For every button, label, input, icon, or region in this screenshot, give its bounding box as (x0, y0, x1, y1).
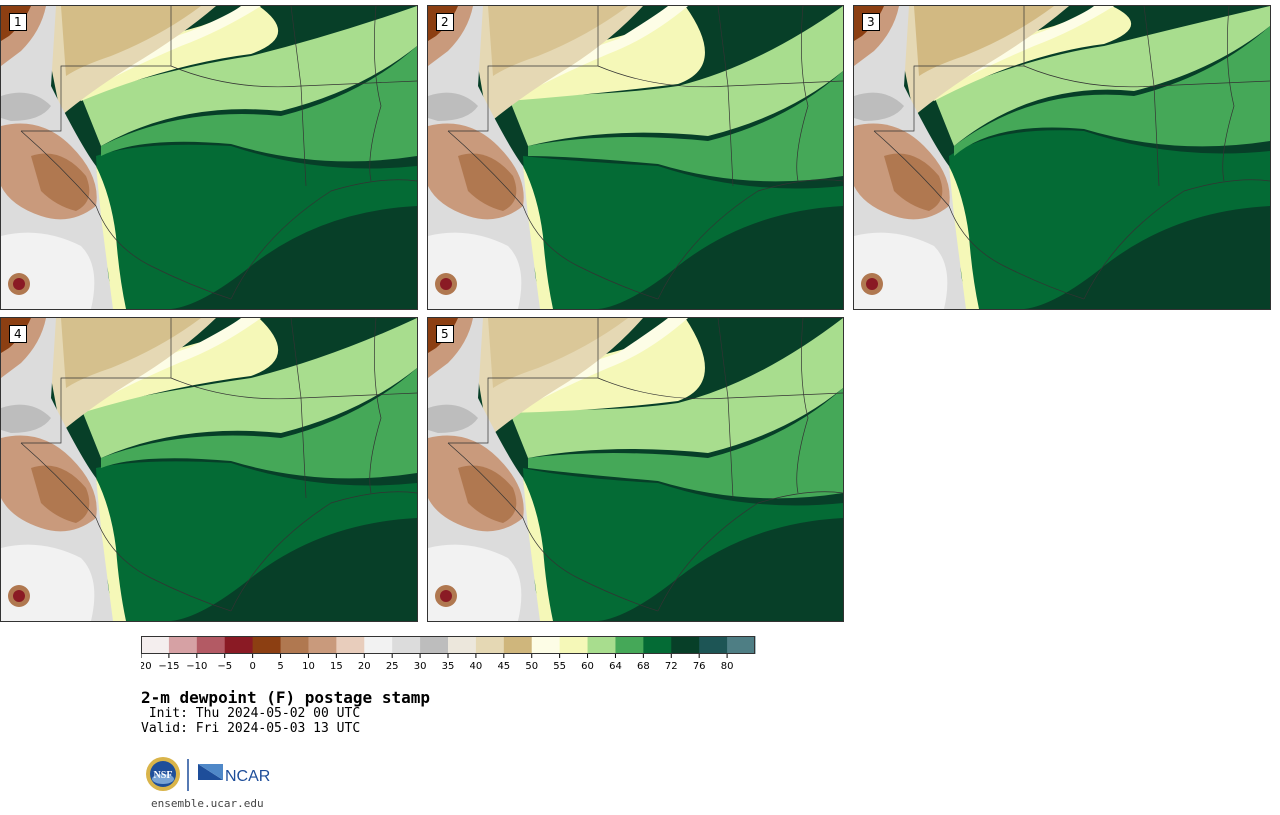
valid-time: Valid: Fri 2024-05-03 13 UTC (141, 721, 361, 736)
colorbar-swatch (531, 636, 561, 654)
colorbar-tick-label: 50 (525, 661, 538, 672)
logo-area: NSF NCAR (145, 756, 275, 800)
panel-label-2: 2 (436, 13, 454, 31)
colorbar-swatch (559, 636, 589, 654)
map-panel-3: 3 (853, 5, 1271, 310)
colorbar-swatch (420, 636, 449, 654)
dewpoint-map-4 (1, 318, 417, 621)
colorbar-tick-label: 72 (665, 661, 678, 672)
ncar-logo-text: NCAR (225, 768, 270, 785)
nsf-logo: NSF (146, 757, 180, 791)
colorbar-tick-label: 80 (721, 661, 734, 672)
colorbar-tick-label: −20 (141, 661, 152, 672)
dewpoint-map-3 (854, 6, 1270, 309)
plot-title: 2-m dewpoint (F) postage stamp (141, 688, 430, 707)
colorbar-tick-label: 76 (693, 661, 706, 672)
colorbar-tick-label: 60 (581, 661, 594, 672)
colorbar-swatch (615, 636, 644, 654)
ncar-logo: NCAR (198, 764, 270, 785)
colorbar-tick-label: 15 (330, 661, 343, 672)
panel-label-4: 4 (9, 325, 27, 343)
panel-label-1: 1 (9, 13, 27, 31)
colorbar-swatch (141, 636, 170, 654)
colorbar-swatch (699, 636, 728, 654)
map-panel-5: 5 (427, 317, 844, 622)
colorbar-swatch (475, 636, 505, 654)
colorbar-tick-label: 64 (609, 661, 622, 672)
logos: NSF NCAR (146, 757, 270, 791)
colorbar-swatch (587, 636, 616, 654)
colorbar-tick-label: −10 (186, 661, 207, 672)
colorbar-tick-label: −5 (217, 661, 232, 672)
colorbar-tick-label: 20 (358, 661, 371, 672)
colorbar-tick-label: 45 (497, 661, 510, 672)
colorbar-tick-label: 10 (302, 661, 315, 672)
colorbar-swatch (392, 636, 421, 654)
colorbar-swatch (280, 636, 309, 654)
map-panel-1: 1 (0, 5, 418, 310)
colorbar-swatch (448, 636, 477, 654)
init-time: Init: Thu 2024-05-02 00 UTC (141, 706, 361, 721)
colorbar-tick-label: 0 (249, 661, 255, 672)
dewpoint-map-1 (1, 6, 417, 309)
panel-label-5: 5 (436, 325, 454, 343)
colorbar-tick-label: −15 (158, 661, 179, 672)
colorbar-swatch (196, 636, 226, 654)
dewpoint-map-5 (428, 318, 843, 621)
nsf-logo-text: NSF (154, 770, 173, 781)
colorbar-tick-label: 35 (442, 661, 455, 672)
colorbar-tick-label: 55 (553, 661, 566, 672)
map-panel-4: 4 (0, 317, 418, 622)
colorbar-tick-label: 68 (637, 661, 650, 672)
colorbar-tick-label: 25 (386, 661, 399, 672)
colorbar-swatch (643, 636, 672, 654)
colorbar-swatch (308, 636, 337, 654)
colorbar-swatch (224, 636, 254, 654)
website-url: ensemble.ucar.edu (151, 797, 264, 810)
colorbar-swatch (671, 636, 700, 654)
colorbar-tick-label: 30 (414, 661, 427, 672)
colorbar-tick-label: 5 (277, 661, 283, 672)
colorbar-swatch (336, 636, 365, 654)
colorbar-swatch (252, 636, 282, 654)
panel-label-3: 3 (862, 13, 880, 31)
colorbar-tick-label: 40 (470, 661, 483, 672)
colorbar: −20 −15 −10 −5 0 5 10 15 20 25 30 35 40 45 50 55 60 64 68 7… (141, 636, 756, 672)
colorbar-swatch (364, 636, 393, 654)
dewpoint-map-2 (428, 6, 843, 309)
colorbar-swatch (727, 636, 756, 654)
colorbar-swatch (503, 636, 533, 654)
map-panel-2: 2 (427, 5, 844, 310)
colorbar-swatch (168, 636, 198, 654)
